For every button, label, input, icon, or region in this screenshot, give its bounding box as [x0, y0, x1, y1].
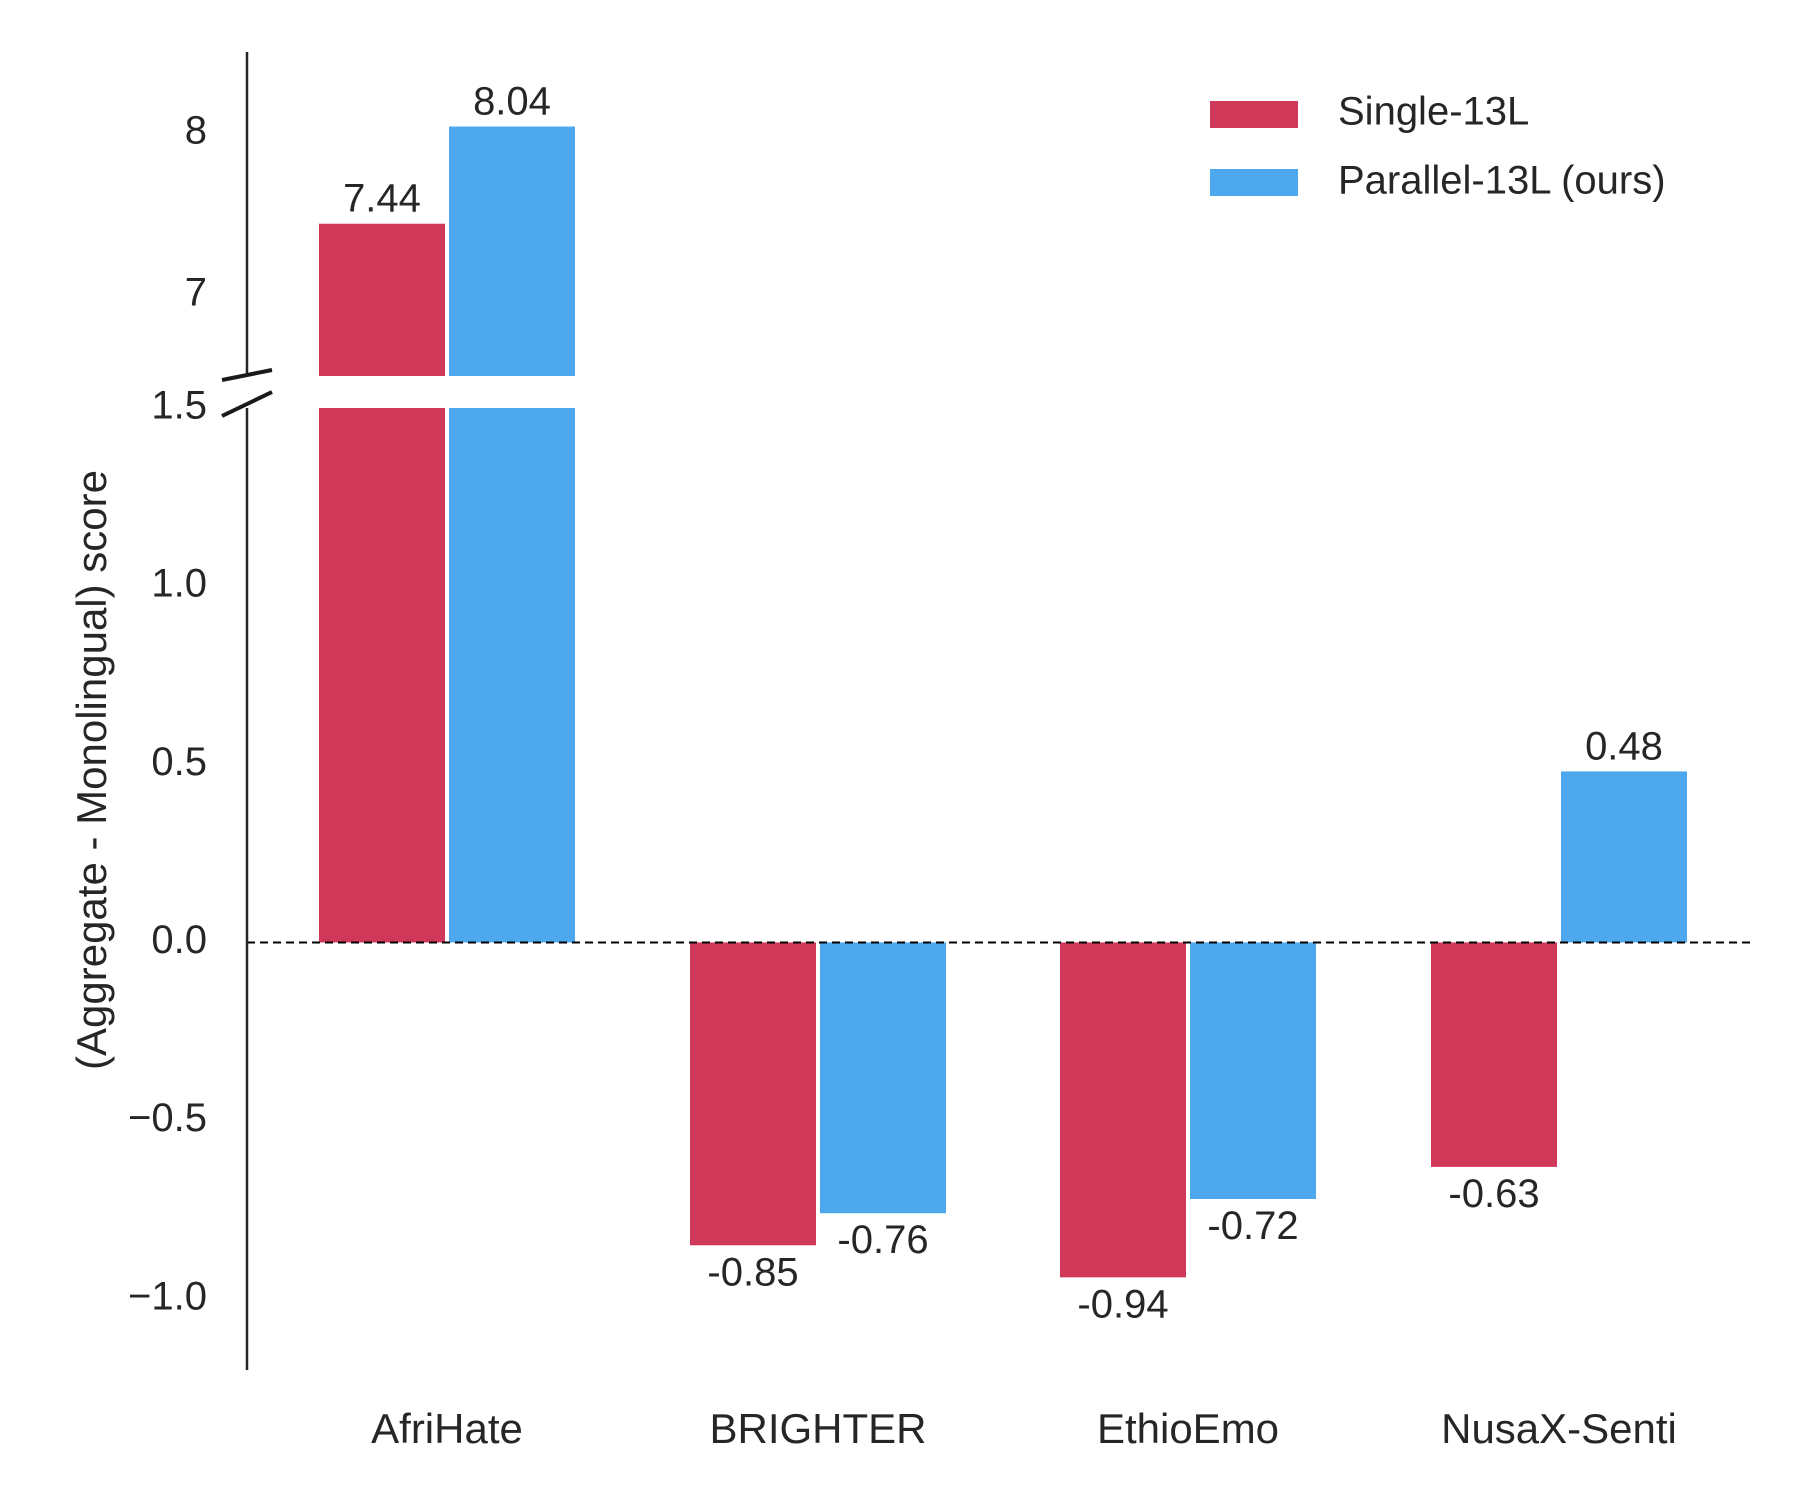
bar-single-13l-afrihate-upper: [319, 223, 445, 376]
y-tick-label: 0.5: [151, 740, 207, 784]
y-tick-label: 8: [185, 109, 207, 153]
bar-single-13l-brighter: [690, 942, 816, 1246]
y-tick-label: 0.0: [151, 918, 207, 962]
axis-break-mark-lower: [221, 390, 273, 418]
legend-label-single: Single-13L: [1338, 90, 1529, 134]
bar-parallel-13l-ours--nusax-senti: [1561, 771, 1687, 943]
bar-parallel-13l-ours--afrihate-lower: [449, 408, 575, 943]
x-category-label: EthioEmo: [1097, 1405, 1279, 1452]
legend-label-parallel: Parallel-13L (ours): [1338, 159, 1666, 203]
data-label: -0.63: [1448, 1172, 1539, 1216]
bar-single-13l-ethioemo: [1060, 942, 1186, 1278]
data-labels: 7.44 8.04 -0.85 -0.76 -0.94 -0.72 -0.63 0.48: [343, 80, 1663, 1327]
y-tick-label: −0.5: [128, 1096, 207, 1140]
bar-parallel-13l-ours--brighter: [820, 942, 946, 1214]
x-category-label: AfriHate: [371, 1405, 523, 1452]
data-label: -0.94: [1077, 1282, 1168, 1326]
bar-single-13l-nusax-senti: [1431, 942, 1557, 1167]
y-tick-label: 1.5: [151, 384, 207, 428]
y-ticks: −1.0 −0.5 0.0 0.5 1.0 1.5 7 8: [128, 109, 207, 1319]
bar-parallel-13l-ours--afrihate-upper: [449, 126, 575, 377]
y-axis: [221, 52, 273, 1370]
y-tick-label: −1.0: [128, 1274, 207, 1318]
axis-break-mark-upper: [221, 368, 273, 382]
bars-group: [319, 126, 1687, 1278]
y-tick-label: 1.0: [151, 562, 207, 606]
x-category-label: BRIGHTER: [709, 1405, 926, 1452]
legend: Single-13L Parallel-13L (ours): [1210, 90, 1666, 203]
y-tick-label: 7: [185, 271, 207, 315]
legend-swatch-parallel: [1210, 169, 1298, 196]
x-category-labels: AfriHate BRIGHTER EthioEmo NusaX-Senti: [371, 1405, 1677, 1452]
data-label: 7.44: [343, 177, 421, 221]
data-label: -0.76: [837, 1218, 928, 1262]
x-category-label: NusaX-Senti: [1441, 1405, 1677, 1452]
data-label: -0.72: [1207, 1204, 1298, 1248]
bar-single-13l-afrihate-lower: [319, 408, 445, 943]
legend-swatch-single: [1210, 101, 1298, 128]
y-axis-label: (Aggregate - Monolingual) score: [68, 470, 115, 1070]
data-label: -0.85: [707, 1250, 798, 1294]
bar-parallel-13l-ours--ethioemo: [1190, 942, 1316, 1199]
data-label: 0.48: [1585, 724, 1663, 768]
data-label: 8.04: [473, 80, 551, 124]
